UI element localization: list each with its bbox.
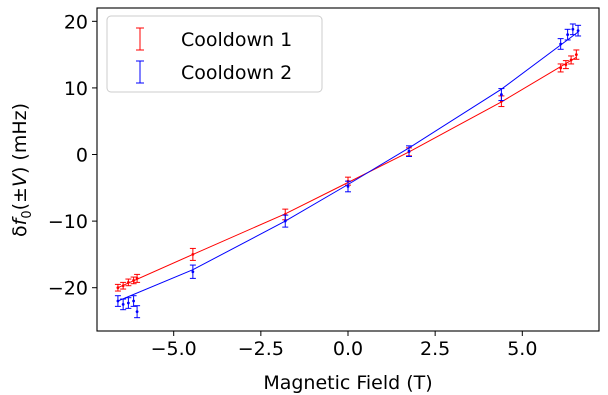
- data-point: [576, 29, 580, 33]
- data-point: [564, 63, 568, 67]
- y-tick-label: 20: [64, 11, 88, 33]
- data-point: [499, 93, 503, 96]
- data-point: [132, 299, 136, 303]
- y-axis-label-close: ) (mHz): [9, 103, 31, 174]
- x-tick-label: 5.0: [507, 338, 537, 360]
- x-tick-label: 0.0: [333, 338, 363, 360]
- data-point: [566, 33, 570, 37]
- y-tick-label: 10: [64, 78, 88, 100]
- y-axis-label-sub: 0: [20, 210, 35, 218]
- data-point: [559, 66, 563, 70]
- data-point: [283, 219, 287, 223]
- plot-frame: [96, 7, 600, 332]
- data-point: [191, 253, 195, 256]
- x-tick-label: −5.0: [151, 338, 197, 360]
- series-2: [114, 23, 582, 319]
- data-point: [559, 42, 563, 46]
- legend-label-cooldown-2: Cooldown 2: [181, 62, 292, 84]
- legend-marker-cooldown-1: [136, 27, 144, 51]
- y-axis-label: δf0(±V) (mHz): [9, 103, 35, 237]
- y-axis-label-v: V: [9, 172, 31, 187]
- y-axis-label-delta: δ: [9, 225, 31, 237]
- data-point: [116, 286, 120, 290]
- data-point: [116, 299, 120, 303]
- data-point: [135, 276, 139, 280]
- legend: Cooldown 1 Cooldown 2: [106, 15, 323, 93]
- legend-box: [106, 15, 323, 93]
- data-point: [574, 53, 578, 57]
- y-tick-label: −20: [48, 278, 88, 300]
- legend-marker-cooldown-2: [136, 60, 144, 84]
- data-point: [126, 280, 130, 284]
- data-point: [126, 301, 130, 305]
- series-layer: [114, 23, 582, 319]
- x-tick-label: 2.5: [420, 338, 450, 360]
- data-point: [121, 284, 125, 288]
- legend-label-cooldown-1: Cooldown 1: [181, 29, 292, 51]
- data-point: [191, 270, 195, 274]
- y-tick-label: −10: [48, 211, 88, 233]
- y-axis-label-open: (±: [9, 187, 31, 210]
- data-point: [571, 27, 575, 31]
- y-axis-label-f: f: [9, 215, 31, 225]
- data-point: [569, 58, 573, 62]
- x-tick-label: −2.5: [238, 338, 284, 360]
- data-point: [132, 278, 136, 282]
- x-axis: −5.0 −2.5 0.0 2.5 5.0: [151, 331, 537, 360]
- y-tick-label: 0: [76, 145, 88, 167]
- data-point: [346, 185, 350, 188]
- y-axis: −20 −10 0 10 20: [48, 11, 97, 300]
- x-axis-label: Magnetic Field (T): [263, 372, 432, 394]
- data-point: [407, 149, 411, 153]
- data-point: [135, 310, 139, 314]
- data-point: [121, 302, 125, 306]
